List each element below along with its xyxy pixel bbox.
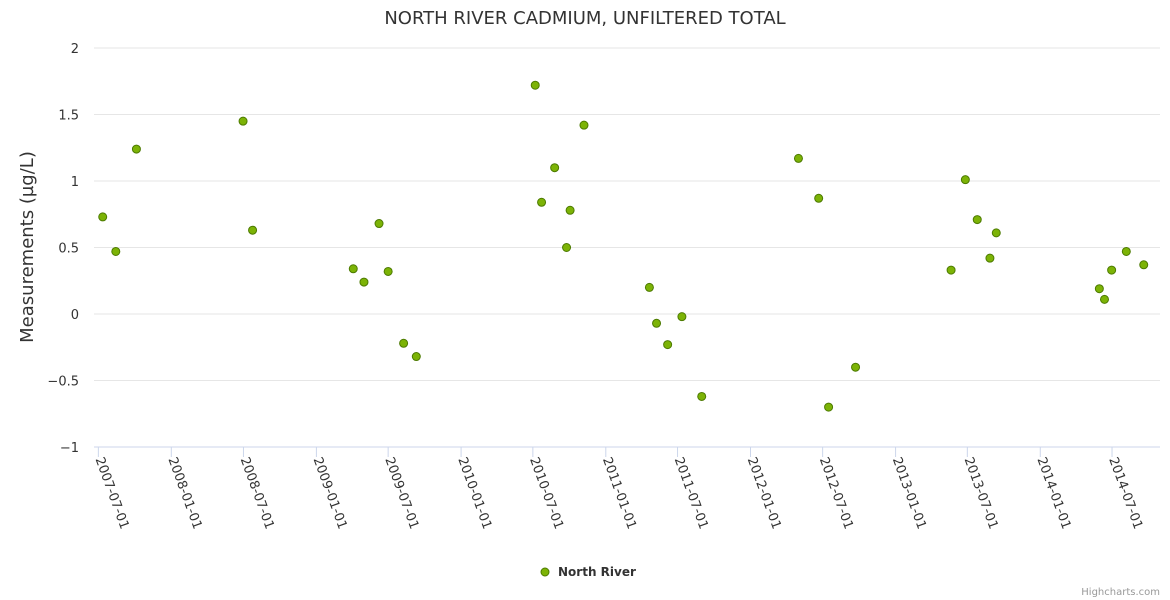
data-point[interactable] — [697, 391, 707, 401]
legend-item-north-river[interactable]: North River — [558, 565, 636, 579]
data-point[interactable] — [383, 266, 393, 276]
x-tick-label: 2008-01-01 — [165, 455, 205, 531]
data-point[interactable] — [111, 246, 121, 256]
x-tick-label: 2010-07-01 — [526, 455, 566, 531]
data-point[interactable] — [530, 80, 540, 90]
data-point[interactable] — [248, 225, 258, 235]
y-tick-label: 0.5 — [58, 242, 79, 257]
data-point[interactable] — [562, 243, 572, 252]
x-tick-label: 2012-01-01 — [744, 455, 784, 531]
x-tick-label: 2007-07-01 — [92, 455, 132, 531]
data-point[interactable] — [131, 144, 141, 154]
x-tick-label: 2009-07-01 — [381, 455, 421, 531]
data-point[interactable] — [98, 212, 108, 222]
data-point[interactable] — [411, 352, 421, 362]
data-point[interactable] — [1094, 284, 1104, 294]
y-tick-label: 1.5 — [58, 109, 79, 124]
series-north-river[interactable] — [98, 80, 1149, 412]
data-point[interactable] — [663, 340, 673, 350]
axes: 2 1.5 1 0.5 0 −0.5 −1 2007-07-01 2008-01-01 2008-… — [47, 42, 1160, 531]
data-point[interactable] — [1099, 294, 1109, 304]
x-tick-label: 2013-01-01 — [889, 455, 929, 531]
data-point[interactable] — [677, 312, 687, 322]
data-point[interactable] — [1121, 246, 1131, 256]
data-point[interactable] — [652, 318, 662, 328]
x-tick-label: 2009-01-01 — [310, 455, 350, 531]
credits-link[interactable]: Highcharts.com — [1081, 587, 1160, 598]
y-tick-label: 0 — [71, 308, 79, 323]
data-point[interactable] — [374, 219, 384, 229]
x-tick-label: 2008-07-01 — [237, 455, 277, 531]
data-point[interactable] — [359, 277, 369, 287]
data-point[interactable] — [348, 264, 358, 274]
data-point[interactable] — [579, 120, 589, 130]
chart-title: NORTH RIVER CADMIUM, UNFILTERED TOTAL — [384, 8, 785, 29]
y-tick-label: 1 — [71, 175, 79, 190]
y-tick-label: −0.5 — [47, 375, 79, 390]
data-point[interactable] — [238, 116, 248, 126]
data-point[interactable] — [824, 402, 834, 412]
data-point[interactable] — [991, 228, 1001, 238]
legend-marker[interactable] — [540, 567, 550, 577]
data-point[interactable] — [565, 205, 575, 215]
data-point[interactable] — [972, 215, 982, 225]
data-point[interactable] — [793, 153, 803, 163]
y-tick-label: −1 — [60, 441, 79, 456]
grid-lines — [94, 47, 1160, 381]
data-point[interactable] — [985, 253, 995, 263]
y-tick-label: 2 — [71, 42, 79, 57]
x-tick-label: 2011-07-01 — [671, 455, 711, 531]
data-point[interactable] — [814, 193, 824, 203]
data-point[interactable] — [946, 265, 956, 275]
x-tick-label: 2014-07-01 — [1105, 455, 1145, 531]
data-point[interactable] — [1107, 265, 1117, 275]
data-point[interactable] — [644, 282, 654, 292]
x-tick-label: 2010-01-01 — [454, 455, 494, 531]
x-tick-label: 2014-01-01 — [1034, 455, 1074, 531]
data-point[interactable] — [550, 163, 560, 173]
x-tick-label: 2013-07-01 — [961, 455, 1001, 531]
x-tick-label: 2012-07-01 — [816, 455, 856, 531]
data-point[interactable] — [399, 338, 409, 348]
x-tick-label: 2011-01-01 — [599, 455, 639, 531]
data-point[interactable] — [851, 362, 861, 372]
data-point[interactable] — [960, 175, 970, 185]
data-point[interactable] — [1139, 260, 1149, 270]
data-point[interactable] — [537, 197, 547, 207]
y-axis-label: Measurements (µg/L) — [17, 151, 38, 343]
legend[interactable]: North River — [540, 565, 636, 579]
